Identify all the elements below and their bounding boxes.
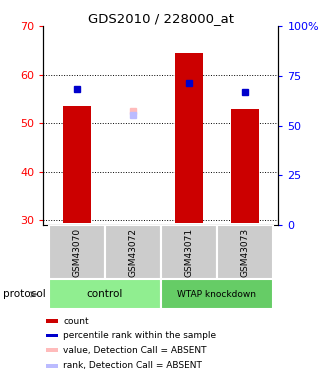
Bar	[217, 225, 273, 279]
Bar	[63, 106, 91, 223]
Bar	[175, 53, 203, 223]
Text: GSM43071: GSM43071	[184, 228, 193, 277]
Text: GSM43073: GSM43073	[240, 228, 249, 277]
Bar	[45, 334, 59, 338]
Text: GSM43072: GSM43072	[128, 228, 137, 277]
Title: GDS2010 / 228000_at: GDS2010 / 228000_at	[88, 12, 234, 25]
Bar	[161, 225, 217, 279]
Bar	[161, 279, 273, 309]
Text: WTAP knockdown: WTAP knockdown	[177, 290, 256, 299]
Text: protocol: protocol	[3, 290, 46, 299]
Bar	[45, 364, 59, 368]
Bar	[45, 348, 59, 352]
Bar	[45, 320, 59, 323]
Text: count: count	[63, 316, 89, 326]
Text: rank, Detection Call = ABSENT: rank, Detection Call = ABSENT	[63, 362, 202, 370]
Bar	[49, 225, 105, 279]
Bar	[231, 109, 259, 223]
Bar	[49, 279, 161, 309]
Bar	[105, 225, 161, 279]
Text: value, Detection Call = ABSENT: value, Detection Call = ABSENT	[63, 346, 207, 355]
Text: percentile rank within the sample: percentile rank within the sample	[63, 331, 216, 340]
Text: control: control	[87, 290, 123, 299]
Text: GSM43070: GSM43070	[72, 228, 81, 277]
